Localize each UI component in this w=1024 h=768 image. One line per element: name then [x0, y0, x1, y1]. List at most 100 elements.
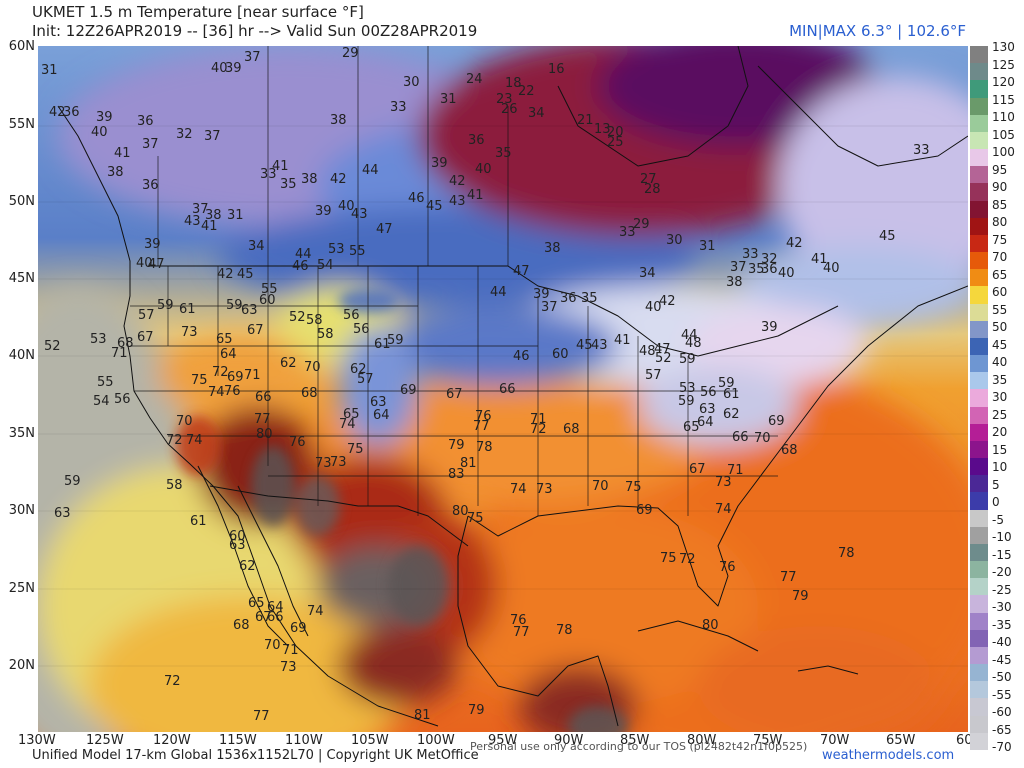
lon-label-80w: 80W: [687, 733, 717, 748]
colorbar-label: 5: [992, 477, 1000, 492]
lat-label-20n: 20N: [8, 658, 35, 673]
colorbar-label: 55: [992, 302, 1008, 317]
temperature-value-label: 42: [330, 172, 347, 187]
temperature-value-label: 36: [142, 178, 159, 193]
colorbar-label: -60: [992, 705, 1012, 720]
temperature-value-label: 72: [530, 422, 547, 437]
temperature-value-label: 39: [761, 320, 778, 335]
temperature-value-label: 38: [726, 275, 743, 290]
temperature-value-label: 71: [530, 412, 547, 427]
temperature-value-label: 76: [475, 409, 492, 424]
temperature-value-label: 36: [761, 262, 778, 277]
temperature-value-label: 43: [184, 214, 201, 229]
temperature-value-label: 45: [426, 199, 443, 214]
colorbar-swatch: [970, 492, 988, 511]
temperature-value-label: 44: [362, 163, 379, 178]
temperature-value-label: 56: [353, 322, 370, 337]
temperature-value-label: 33: [913, 143, 930, 158]
colorbar-label: 125: [992, 57, 1015, 72]
temperature-value-label: 33: [390, 100, 407, 115]
temperature-value-label: 44: [681, 328, 698, 343]
temperature-value-label: 46: [292, 259, 309, 274]
temperature-value-label: 70: [754, 431, 771, 446]
temperature-value-label: 75: [467, 511, 484, 526]
temperature-value-label: 58: [306, 313, 323, 328]
temperature-value-label: 68: [563, 422, 580, 437]
temperature-value-label: 54: [93, 394, 110, 409]
temperature-value-label: 33: [260, 167, 277, 182]
temperature-value-label: 61: [723, 387, 740, 402]
temperature-value-label: 45: [576, 338, 593, 353]
temperature-value-label: 42: [786, 236, 803, 251]
colorbar-label: 50: [992, 320, 1008, 335]
colorbar-label: 95: [992, 162, 1008, 177]
temperature-value-label: 65: [216, 332, 233, 347]
colorbar-label: -70: [992, 740, 1012, 755]
temperature-value-label: 42: [449, 174, 466, 189]
temperature-value-label: 66: [255, 390, 272, 405]
temperature-value-label: 69: [290, 621, 307, 636]
temperature-value-label: 20: [607, 125, 624, 140]
temperature-value-label: 64: [220, 347, 237, 362]
temperature-value-label: 79: [468, 703, 485, 718]
colorbar-swatch: [970, 681, 988, 699]
colorbar-label: 65: [992, 267, 1008, 282]
temperature-value-label: 77: [780, 570, 797, 585]
temperature-value-label: 40: [475, 162, 492, 177]
temperature-value-label: 61: [179, 302, 196, 317]
temperature-value-label: 75: [625, 480, 642, 495]
temperature-value-label: 21: [577, 113, 594, 128]
colorbar-swatch: [970, 475, 988, 493]
temperature-value-label: 13: [594, 122, 611, 137]
temperature-value-label: 47: [376, 222, 393, 237]
temperature-value-label: 55: [97, 375, 114, 390]
temperature-value-label: 48: [639, 344, 656, 359]
temperature-value-label: 78: [476, 440, 493, 455]
colorbar-label: 60: [992, 285, 1008, 300]
lon-label-130w: 130W: [18, 733, 56, 748]
temperature-value-label: 41: [201, 219, 218, 234]
colorbar-label: 25: [992, 407, 1008, 422]
colorbar-swatch: [970, 337, 988, 356]
temperature-value-label: 44: [490, 285, 507, 300]
colorbar-label: 110: [992, 110, 1015, 125]
lon-label-110w: 110W: [285, 733, 323, 748]
colorbar-swatch: [970, 646, 988, 665]
temperature-value-label: 36: [560, 291, 577, 306]
temperature-value-label: 68: [781, 443, 798, 458]
temperature-value-label: 64: [697, 415, 714, 430]
temperature-value-label: 36: [63, 105, 80, 120]
temperature-value-label: 40: [645, 300, 662, 315]
temperature-value-label: 73: [330, 455, 347, 470]
colorbar-label: 35: [992, 372, 1008, 387]
colorbar-label: 115: [992, 92, 1015, 107]
temperature-value-label: 57: [645, 368, 662, 383]
lat-label-35n: 35N: [8, 426, 35, 441]
temperature-value-label: 68: [301, 386, 318, 401]
colorbar-swatch: [970, 200, 988, 219]
temperature-value-label: 60: [229, 529, 246, 544]
temperature-value-label: 41: [614, 333, 631, 348]
temperature-value-label: 65: [248, 596, 265, 611]
temperature-value-label: 42: [217, 267, 234, 282]
colorbar-label: -40: [992, 635, 1012, 650]
temperature-value-label: 59: [387, 333, 404, 348]
temperature-value-label: 52: [289, 310, 306, 325]
colorbar-swatch: [970, 114, 988, 133]
temperature-value-label: 83: [448, 467, 465, 482]
temperature-value-label: 69: [400, 383, 417, 398]
temperature-value-label: 56: [700, 385, 717, 400]
temperature-value-label: 47: [513, 264, 530, 279]
colorbar-swatch: [970, 183, 988, 202]
temperature-value-label: 58: [166, 478, 183, 493]
lon-label-60w: 60: [956, 733, 973, 748]
temperature-value-label: 78: [556, 623, 573, 638]
temperature-value-label: 65: [343, 407, 360, 422]
lon-label-120w: 120W: [153, 733, 191, 748]
temperature-map: 31 40 39 37 29 30 24 18 22 16 42 36 39 36 40 32 37 33 31 23…: [38, 46, 968, 732]
lat-label-40n: 40N: [8, 348, 35, 363]
temperature-value-label: 59: [678, 394, 695, 409]
temperature-value-label: 41: [114, 146, 131, 161]
temperature-value-label: 30: [403, 75, 420, 90]
colorbar-label: -45: [992, 652, 1012, 667]
